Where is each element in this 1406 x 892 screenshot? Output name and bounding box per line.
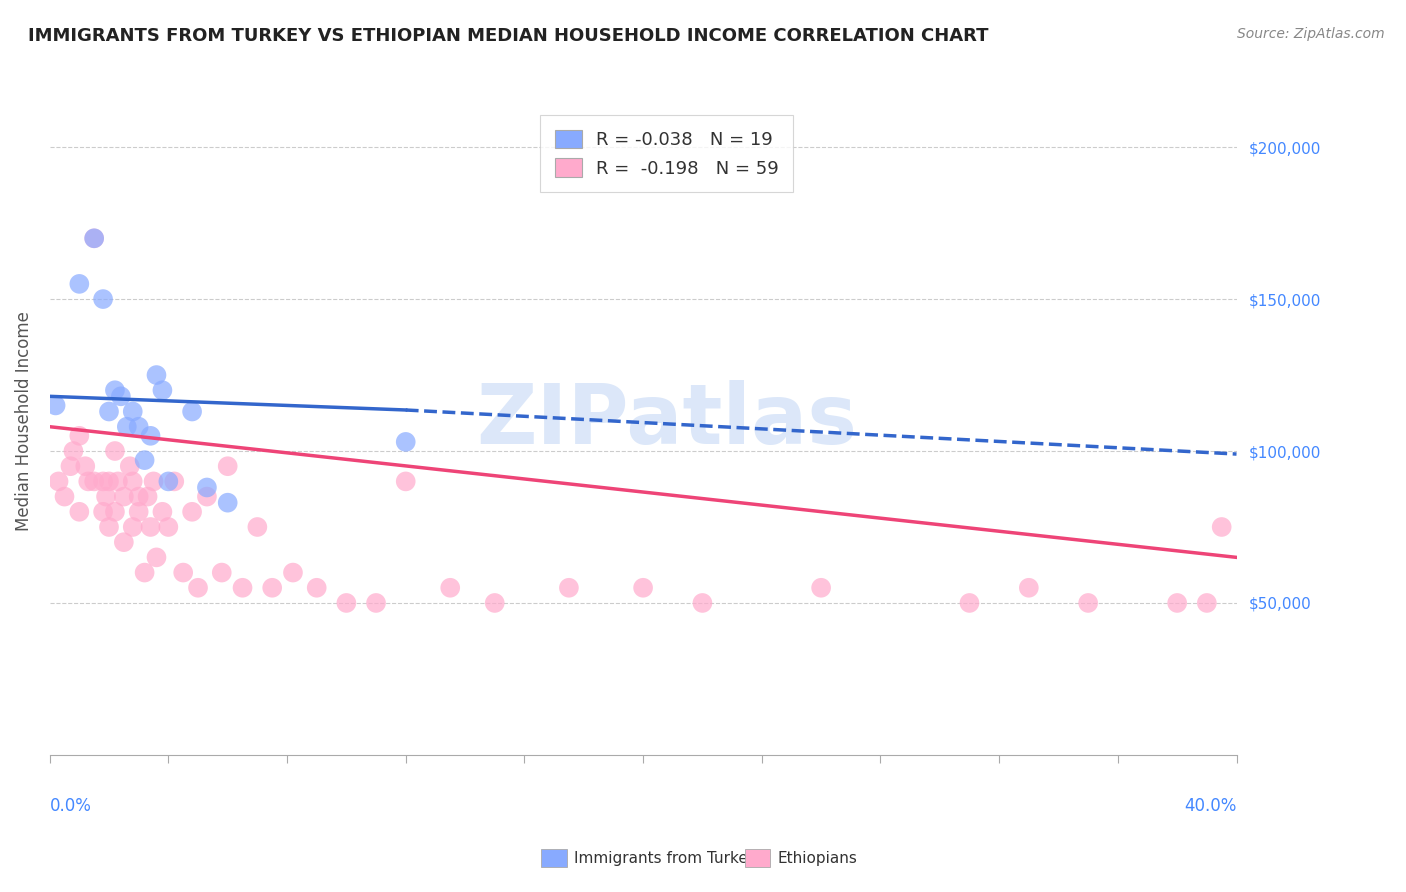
Point [62,444,84,458]
Point [395,475,418,489]
Point [107,475,129,489]
Point [172,566,194,580]
Text: ZIPatlas: ZIPatlas [477,380,858,461]
Point [181,505,204,519]
Text: IMMIGRANTS FROM TURKEY VS ETHIOPIAN MEDIAN HOUSEHOLD INCOME CORRELATION CHART: IMMIGRANTS FROM TURKEY VS ETHIOPIAN MEDI… [28,27,988,45]
Y-axis label: Median Household Income: Median Household Income [15,310,32,531]
Point [128,505,150,519]
Point [48,475,70,489]
Point [1018,581,1040,595]
Point [157,475,180,489]
Point [246,520,269,534]
Text: Ethiopians: Ethiopians [778,852,858,866]
Point [83,231,105,245]
Point [1077,596,1099,610]
Point [59,459,82,474]
Text: 0.0%: 0.0% [49,797,91,814]
Point [195,490,218,504]
Point [558,581,581,595]
Point [163,475,186,489]
Point [439,581,461,595]
Point [231,581,253,595]
Point [67,429,90,443]
Point [181,404,204,418]
Point [139,429,162,443]
Point [83,475,105,489]
Point [187,581,209,595]
Point [810,581,832,595]
Point [305,581,328,595]
Point [281,566,304,580]
Point [1195,596,1218,610]
Point [91,292,114,306]
Point [959,596,981,610]
Point [83,231,105,245]
Point [157,520,180,534]
Point [75,459,97,474]
Point [91,475,114,489]
Point [67,505,90,519]
Point [692,596,714,610]
Point [53,490,76,504]
Point [152,505,174,519]
Point [91,505,114,519]
Point [395,434,418,449]
Point [139,520,162,534]
Point [98,520,121,534]
Point [112,490,135,504]
Text: Source: ZipAtlas.com: Source: ZipAtlas.com [1237,27,1385,41]
Text: 40.0%: 40.0% [1184,797,1236,814]
Point [98,404,121,418]
Point [484,596,506,610]
Point [128,490,150,504]
Legend: R = -0.038   N = 19, R =  -0.198   N = 59: R = -0.038 N = 19, R = -0.198 N = 59 [540,115,793,192]
Point [110,389,132,403]
Point [134,453,156,467]
Point [152,383,174,397]
Point [217,459,239,474]
Point [98,475,121,489]
Point [115,419,138,434]
Point [195,481,218,495]
Text: Immigrants from Turkey: Immigrants from Turkey [574,852,756,866]
Point [142,475,165,489]
Point [631,581,654,595]
Point [136,490,159,504]
Point [121,404,143,418]
Point [128,419,150,434]
Point [134,566,156,580]
Point [94,490,117,504]
Point [118,459,141,474]
Point [45,399,67,413]
Point [335,596,357,610]
Point [121,520,143,534]
Point [104,505,127,519]
Point [364,596,387,610]
Point [145,368,167,382]
Point [145,550,167,565]
Point [104,444,127,458]
Point [262,581,284,595]
Point [112,535,135,549]
Point [121,475,143,489]
Point [67,277,90,291]
Point [1211,520,1233,534]
Point [1166,596,1188,610]
Point [104,383,127,397]
Point [211,566,233,580]
Point [77,475,100,489]
Point [217,496,239,510]
